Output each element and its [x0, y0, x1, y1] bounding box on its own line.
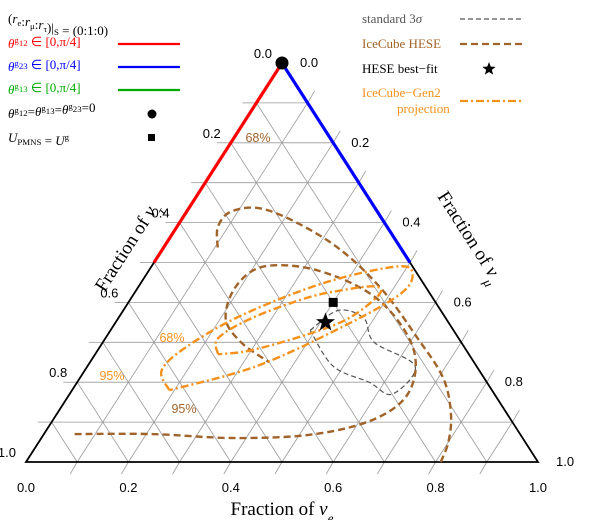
legend-marker-circle	[147, 109, 157, 119]
confidence-label: 68%	[245, 131, 270, 145]
contours: 68% 95% 95% 68%	[74, 131, 453, 463]
tick-stub-bottom	[172, 461, 180, 475]
legend-source-ratio: (re:rμ:rτ)|S = (0:1:0)	[8, 11, 108, 38]
marker-star	[316, 312, 336, 331]
grid-line-tau	[153, 262, 283, 463]
grid-line-tau	[128, 302, 232, 463]
marker-circle	[275, 56, 289, 70]
grid-line-tau	[76, 381, 129, 463]
tick-label-bottom: 1.0	[529, 480, 547, 495]
contour-line	[214, 285, 383, 356]
legend-theta-23: θg23 ∈ [0,π/4]	[8, 57, 81, 74]
tick-labels: 0.0 0.2 0.4 0.6 0.8 1.0 0.0 0.2 0.4 0.6 0.8 1.0 0.0 0…	[0, 46, 574, 495]
tick-stub-right	[384, 210, 392, 223]
tick-stub-bottom	[274, 461, 283, 475]
tick-stub-bottom	[223, 461, 232, 475]
grid-line-e	[435, 381, 488, 463]
confidence-label: 68%	[159, 331, 184, 345]
tick-label-right: 0.8	[505, 374, 523, 389]
tick-label-right: 0.2	[351, 135, 369, 150]
grid-line-e	[76, 102, 308, 463]
grid-line-e	[486, 421, 513, 463]
confidence-label: 95%	[171, 402, 196, 416]
tick-stub-right	[512, 409, 520, 423]
tick-label-bottom: 0.6	[324, 480, 342, 495]
legend-gen2-line1: IceCube−Gen2	[362, 85, 441, 100]
grid-line-e	[281, 262, 411, 463]
legend-marker-star	[482, 62, 496, 75]
contour-line	[309, 309, 416, 396]
grid-line-e	[332, 302, 436, 463]
tick-label-bottom: 0.4	[222, 480, 240, 495]
tick-label-left: 0.4	[152, 206, 170, 221]
tick-stub-bottom	[325, 461, 334, 475]
grid-line-tau	[204, 182, 385, 463]
tick-label-right: 0.0	[300, 55, 318, 70]
axis-titles: Fraction of νe Fraction of ντ Fraction of …	[91, 188, 507, 520]
legend-icecube-hese: IceCube HESE	[362, 36, 441, 51]
grid-line-tau	[102, 342, 180, 463]
markers	[275, 56, 338, 331]
legend-theta-13: θg13 ∈ [0,π/4]	[8, 80, 81, 97]
tick-label-right: 0.6	[454, 294, 472, 309]
grid-line-e	[384, 342, 462, 463]
legend-zero-angles: θg12=θg13=θg23=0	[8, 100, 95, 121]
legend-marker-square	[148, 134, 155, 141]
tick-stub-bottom	[121, 461, 129, 475]
legend-standard-3sigma: standard 3σ	[362, 11, 423, 26]
tick-stub-right	[435, 290, 443, 303]
grid-line-e	[179, 182, 360, 463]
tick-stub-bottom	[377, 461, 385, 475]
tick-stub-right	[486, 369, 495, 383]
grid-line-tau	[256, 102, 488, 463]
edge-segment	[152, 62, 284, 264]
tick-label-left: 0.6	[100, 285, 118, 300]
tick-stub-right	[358, 170, 367, 183]
contour-line	[159, 265, 414, 392]
legend-gen2-line2: projection	[397, 101, 450, 116]
tick-label-left: 0.8	[49, 365, 67, 380]
axis-title-right: Fraction of νμ	[428, 188, 507, 290]
tick-stub-right	[409, 250, 418, 263]
tick-stub-bottom	[479, 461, 488, 475]
tick-label-left: 1.0	[0, 445, 16, 460]
confidence-label: 95%	[99, 369, 124, 383]
tick-label-right: 1.0	[556, 454, 574, 469]
legend-hese-bestfit: HESE best−fit	[362, 61, 438, 76]
edge-segment	[280, 62, 412, 264]
triangle-frame	[24, 61, 540, 463]
tick-stub-bottom	[69, 461, 78, 475]
tick-stub-right	[460, 330, 469, 343]
axis-title-left: Fraction of ντ	[91, 197, 169, 298]
tick-stub-right	[332, 130, 341, 144]
grid-line-tau	[51, 421, 78, 463]
contour-line	[74, 263, 417, 440]
legend-theta-12: θg12 ∈ [0,π/4]	[8, 34, 81, 51]
tick-label-left: 0.0	[254, 46, 272, 61]
axis-title-bottom: Fraction of νe	[231, 499, 334, 520]
tick-label-bottom: 0.8	[427, 480, 445, 495]
tick-stub-bottom	[428, 461, 436, 475]
tick-stub-right	[307, 90, 315, 104]
tick-label-bottom: 0.2	[119, 480, 137, 495]
tick-label-left: 0.2	[203, 126, 221, 141]
marker-square	[328, 297, 338, 307]
tick-label-right: 0.4	[402, 215, 420, 230]
legend: (re:rμ:rτ)|S = (0:1:0)θg12 ∈ [0,π/4] θg23…	[8, 11, 522, 148]
legend-upmns: UPMNS = Ug	[8, 130, 70, 148]
tick-label-bottom: 0.0	[17, 480, 35, 495]
